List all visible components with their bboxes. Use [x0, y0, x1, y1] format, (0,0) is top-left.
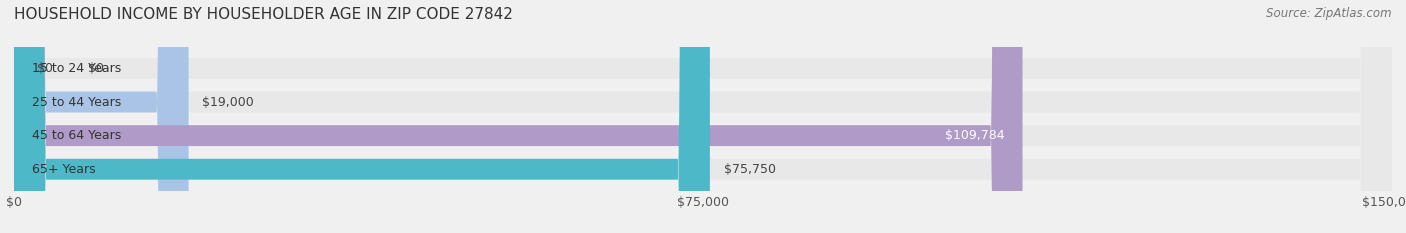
FancyBboxPatch shape	[14, 0, 1392, 233]
Text: $19,000: $19,000	[202, 96, 254, 109]
FancyBboxPatch shape	[14, 0, 1392, 233]
Text: $109,784: $109,784	[945, 129, 1004, 142]
FancyBboxPatch shape	[14, 0, 710, 233]
Text: $0: $0	[37, 62, 53, 75]
Text: 45 to 64 Years: 45 to 64 Years	[32, 129, 122, 142]
FancyBboxPatch shape	[14, 0, 1022, 233]
FancyBboxPatch shape	[14, 0, 1392, 233]
Text: 25 to 44 Years: 25 to 44 Years	[32, 96, 122, 109]
FancyBboxPatch shape	[14, 0, 1392, 233]
FancyBboxPatch shape	[14, 0, 188, 233]
Text: $75,750: $75,750	[724, 163, 776, 176]
Text: HOUSEHOLD INCOME BY HOUSEHOLDER AGE IN ZIP CODE 27842: HOUSEHOLD INCOME BY HOUSEHOLDER AGE IN Z…	[14, 7, 513, 22]
Text: 15 to 24 Years: 15 to 24 Years	[32, 62, 122, 75]
Text: $0: $0	[87, 62, 104, 75]
Text: 65+ Years: 65+ Years	[32, 163, 96, 176]
Text: Source: ZipAtlas.com: Source: ZipAtlas.com	[1267, 7, 1392, 20]
